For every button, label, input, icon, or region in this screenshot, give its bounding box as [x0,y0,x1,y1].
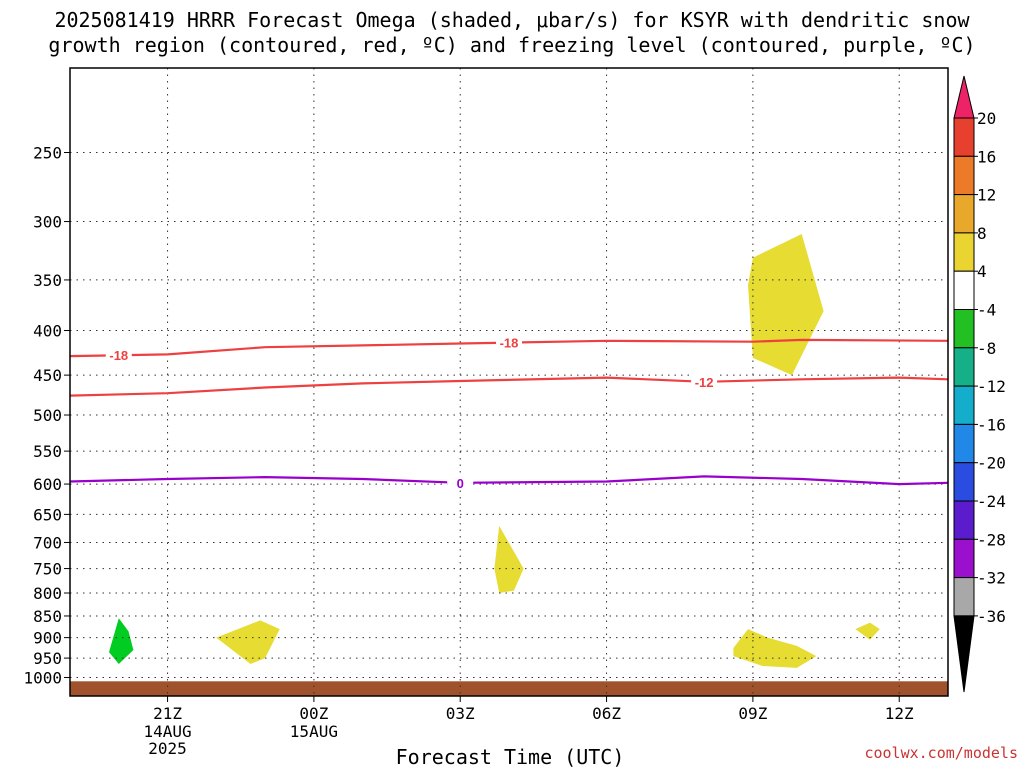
chart-title-line-1: 2025081419 HRRR Forecast Omega (shaded, … [54,8,970,32]
omega-region-2 [216,620,280,664]
y-tick-label-1000: 1000 [23,669,62,688]
y-tick-label-650: 650 [33,505,62,524]
contour-line-0 [69,338,949,358]
contour-label-bg-0-1 [496,334,522,350]
colorbar-segment-11 [953,538,975,579]
x-tick-label-03Z: 03Z [446,704,475,723]
colorbar-label-8: -16 [977,415,1006,434]
colorbar-label-1: 16 [977,147,996,166]
colorbar-label-0: 20 [977,109,996,128]
x-tick-label-00Z: 00Z [299,704,328,723]
contour-label-bg-0-0 [105,347,132,363]
x-tick-label-06Z: 06Z [592,704,621,723]
colorbar-segment-10 [953,500,975,540]
y-tick-label-550: 550 [33,442,62,461]
omega-region-5 [109,618,134,664]
colorbar-label-6: -8 [977,339,996,358]
colorbar-segment-7 [953,385,975,425]
plot-frame [69,67,949,697]
contour-label-2-0: 0 [457,476,464,491]
colorbar-segment-3 [953,232,975,272]
y-tick-label-500: 500 [33,406,62,425]
colorbar-label-9: -20 [977,454,1006,473]
colorbar-top-arrow [953,75,975,119]
contour-line-1 [69,376,949,397]
colorbar-label-3: 8 [977,224,987,243]
colorbar-segment-4 [953,270,975,311]
x-tick-sublabel-00Z-0: 15AUG [290,722,338,741]
y-tick-label-450: 450 [33,366,62,385]
x-tick-sublabel-21Z-1: 2025 [148,739,187,758]
plot-area [70,68,948,696]
omega-region-1 [494,525,524,593]
colorbar-segment-5 [953,309,975,349]
contour-label-bg-2-0 [447,474,474,490]
colorbar-label-11: -28 [977,530,1006,549]
colorbar-segment-9 [953,462,975,502]
colorbar-segment-8 [953,423,975,464]
x-tick-label-21Z: 21Z [153,704,182,723]
x-axis-label: Forecast Time (UTC) [396,745,625,768]
contour-label-1-0: -12 [695,375,714,390]
y-tick-label-700: 700 [33,533,62,552]
contour-line-2 [69,475,949,486]
y-tick-label-250: 250 [33,144,62,163]
colorbar-segment-0 [953,117,975,157]
y-tick-label-900: 900 [33,629,62,648]
colorbar-label-5: -4 [977,301,996,320]
colorbar-label-2: 12 [977,186,996,205]
credit-text: coolwx.com/models [864,744,1018,762]
colorbar-label-12: -32 [977,569,1006,588]
contour-label-0-1: -18 [500,336,519,351]
colorbar-label-10: -24 [977,492,1006,511]
colorbar-segment-1 [953,155,975,196]
y-tick-label-950: 950 [33,649,62,668]
colorbar-bottom-arrow [953,615,975,693]
y-tick-label-850: 850 [33,607,62,626]
x-tick-label-09Z: 09Z [738,704,767,723]
x-tick-sublabel-21Z-0: 14AUG [143,722,191,741]
contour-label-0-0: -18 [109,348,128,363]
colorbar-label-13: -36 [977,607,1006,626]
y-tick-label-750: 750 [33,560,62,579]
colorbar-segment-12 [953,577,975,617]
y-tick-label-800: 800 [33,584,62,603]
colorbar-segment-2 [953,194,975,234]
omega-region-4 [855,622,880,640]
y-tick-label-400: 400 [33,322,62,341]
colorbar-label-4: 4 [977,262,987,281]
x-tick-label-12Z: 12Z [885,704,914,723]
y-tick-label-350: 350 [33,271,62,290]
omega-region-3 [733,629,817,668]
y-tick-label-600: 600 [33,475,62,494]
y-tick-label-300: 300 [33,213,62,232]
surface-terrain [70,681,948,696]
colorbar-segment-6 [953,347,975,387]
colorbar-label-7: -12 [977,377,1006,396]
chart-title-line-2: growth region (contoured, red, ºC) and f… [48,33,976,57]
contour-label-bg-1-0 [691,373,718,389]
